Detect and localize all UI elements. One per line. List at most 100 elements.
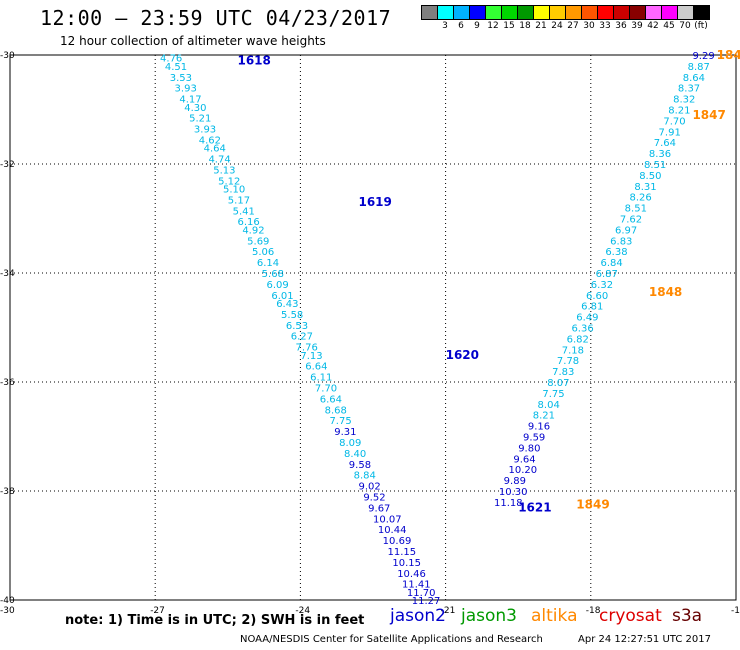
wave-height-value: 4.76 (160, 54, 182, 65)
orbit-number-label: 1849 (576, 498, 609, 512)
wave-height-value: 4.92 (242, 225, 264, 236)
color-scale-label: 42 (647, 21, 659, 31)
y-tick-label: -36 (0, 378, 15, 388)
color-scale-label: 24 (551, 21, 563, 31)
wave-height-value: 8.37 (678, 84, 700, 95)
color-scale-cell (693, 5, 710, 20)
wave-height-value: 6.16 (237, 217, 259, 228)
wave-height-value: 8.40 (344, 449, 366, 460)
x-tick-label: -15 (731, 606, 740, 616)
wave-height-value: 4.74 (208, 155, 230, 166)
wave-height-value: 8.09 (339, 438, 361, 449)
wave-height-value: 9.58 (349, 460, 371, 471)
wave-height-value: 8.21 (668, 106, 690, 117)
wave-height-value: 8.32 (673, 95, 695, 106)
color-scale-label: 6 (458, 21, 464, 31)
color-scale-label: 70 (679, 21, 691, 31)
wave-height-value: 8.36 (649, 149, 671, 160)
orbit-number-label: 1619 (358, 195, 391, 209)
color-scale-label: 12 (487, 21, 499, 31)
wave-height-value: 8.51 (644, 160, 666, 171)
wave-height-value: 8.50 (639, 171, 661, 182)
orbit-number-label: 1848 (649, 285, 682, 299)
orbit-number-label: 1620 (446, 348, 479, 362)
x-tick-label: -24 (295, 606, 310, 616)
wave-height-value: 5.12 (218, 176, 240, 187)
wave-height-value: 6.81 (581, 302, 603, 313)
wave-height-value: 5.13 (213, 165, 235, 176)
orbit-number-label: 1621 (518, 500, 551, 514)
wave-height-value: 10.07 (373, 514, 402, 525)
wave-height-value: 10.15 (392, 558, 421, 569)
legend-item-jason3: jason3 (461, 606, 517, 626)
wave-height-value: 5.21 (189, 114, 211, 125)
wave-height-value: 7.75 (329, 416, 351, 427)
wave-height-value: 10.46 (397, 569, 426, 580)
y-tick-label: -30 (0, 51, 15, 61)
wave-height-value: 7.91 (659, 127, 681, 138)
wave-height-value: 10.30 (499, 487, 528, 498)
wave-height-value: 11.41 (402, 580, 431, 591)
legend-item-altika: altika (531, 606, 578, 626)
x-tick-label: -27 (150, 606, 165, 616)
wave-height-value: 9.52 (363, 492, 385, 503)
y-tick-label: -32 (0, 160, 15, 170)
footer-credit: NOAA/NESDIS Center for Satellite Applica… (240, 634, 543, 645)
wave-height-value: 4.64 (204, 144, 226, 155)
wave-height-value: 11.70 (407, 588, 436, 599)
wave-height-value: 8.51 (625, 204, 647, 215)
y-tick-label: -34 (0, 269, 15, 279)
wave-height-value: 6.01 (271, 291, 293, 302)
wave-height-value: 5.06 (252, 247, 274, 258)
wave-height-value: 6.97 (615, 225, 637, 236)
color-scale-label: 21 (535, 21, 547, 31)
wave-height-value: 8.64 (683, 73, 705, 84)
y-tick-label: -40 (0, 596, 15, 606)
wave-height-value: 4.17 (179, 95, 201, 106)
wave-height-value: 7.70 (663, 116, 685, 127)
orbit-number-label: 1847 (692, 108, 725, 122)
wave-height-value: 10.20 (509, 465, 538, 476)
color-scale-label: 27 (567, 21, 579, 31)
color-scale-label: 15 (503, 21, 515, 31)
wave-height-value: 4.62 (199, 135, 221, 146)
wave-height-value: 3.53 (170, 73, 192, 84)
wave-height-value: 5.17 (228, 195, 250, 206)
footer-timestamp: Apr 24 12:27:51 UTC 2017 (578, 634, 711, 645)
wave-height-value: 6.60 (586, 291, 608, 302)
wave-height-value: 8.31 (634, 182, 656, 193)
wave-height-value: 8.84 (354, 471, 376, 482)
wave-height-value: 6.36 (571, 324, 593, 335)
color-scale-label: 18 (519, 21, 531, 31)
wave-height-value: 11.18 (494, 498, 523, 509)
wave-height-value: 5.58 (281, 310, 303, 321)
wave-height-value: 8.87 (688, 62, 710, 73)
x-corner-tick-label: -30 (0, 606, 15, 616)
wave-height-value: 6.38 (605, 247, 627, 258)
wave-height-value: 6.09 (267, 280, 289, 291)
wave-height-value: 7.83 (552, 367, 574, 378)
x-tick-label: -21 (441, 606, 456, 616)
wave-height-value: 6.27 (291, 332, 313, 343)
wave-height-value: 6.87 (596, 269, 618, 280)
color-scale-label: (ft) (694, 21, 708, 31)
color-scale-labels: 3 6 9 12 15 18 21 24 27 30 33 36 39 42 45 70 (ft) (421, 21, 740, 35)
wave-height-value: 9.02 (358, 482, 380, 493)
wave-height-value: 6.14 (257, 258, 279, 269)
wave-height-value: 7.62 (620, 215, 642, 226)
wave-height-value: 4.51 (165, 62, 187, 73)
wave-height-value: 6.11 (310, 373, 332, 384)
wave-height-value: 8.07 (547, 378, 569, 389)
color-scale-label: 33 (599, 21, 611, 31)
color-scale-label: 9 (474, 21, 480, 31)
wave-height-value: 7.13 (300, 351, 322, 362)
wave-height-value: 5.68 (262, 269, 284, 280)
chart-title: 12:00 — 23:59 UTC 04/23/2017 (40, 6, 392, 30)
color-scale-bar (421, 5, 710, 20)
wave-height-value: 5.10 (223, 185, 245, 196)
legend-item-cryosat: cryosat (599, 606, 662, 626)
wave-height-value: 7.78 (557, 356, 579, 367)
wave-height-value: 8.04 (538, 400, 560, 411)
wave-height-value: 6.49 (576, 313, 598, 324)
